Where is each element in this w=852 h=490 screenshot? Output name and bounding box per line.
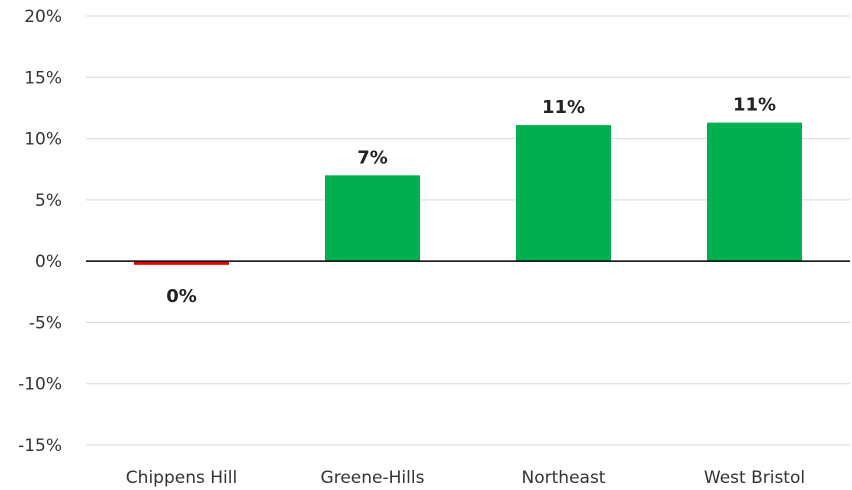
data-label: 11% xyxy=(542,97,585,118)
y-tick-label: -15% xyxy=(18,436,62,456)
y-tick-label: 0% xyxy=(35,252,62,272)
gridlines xyxy=(86,15,850,446)
y-tick-label: 10% xyxy=(24,130,62,150)
bar-west-bristol xyxy=(707,122,802,262)
x-category-label: Chippens Hill xyxy=(126,468,237,488)
x-category-label: Greene-Hills xyxy=(321,468,425,488)
x-category-label: Northeast xyxy=(522,468,606,488)
x-category-label: West Bristol xyxy=(704,468,805,488)
data-label: 0% xyxy=(166,286,197,307)
y-axis-ticks: 20% 15% 10% 5% 0% -5% -10% -15% xyxy=(18,7,62,456)
data-label: 11% xyxy=(733,95,776,116)
bar-northeast xyxy=(516,125,611,262)
y-tick-label: -5% xyxy=(29,313,62,333)
y-tick-label: 5% xyxy=(35,191,62,211)
bars xyxy=(134,122,802,265)
bar-chippens-hill xyxy=(134,261,229,265)
y-tick-label: -10% xyxy=(18,375,62,395)
y-tick-label: 20% xyxy=(24,7,62,27)
y-tick-label: 15% xyxy=(24,68,62,88)
data-labels: 0% 7% 11% 11% xyxy=(166,95,776,308)
x-axis-categories: Chippens Hill Greene-Hills Northeast West B… xyxy=(126,468,805,488)
data-label: 7% xyxy=(357,147,388,168)
bar-greene-hills xyxy=(325,175,420,262)
